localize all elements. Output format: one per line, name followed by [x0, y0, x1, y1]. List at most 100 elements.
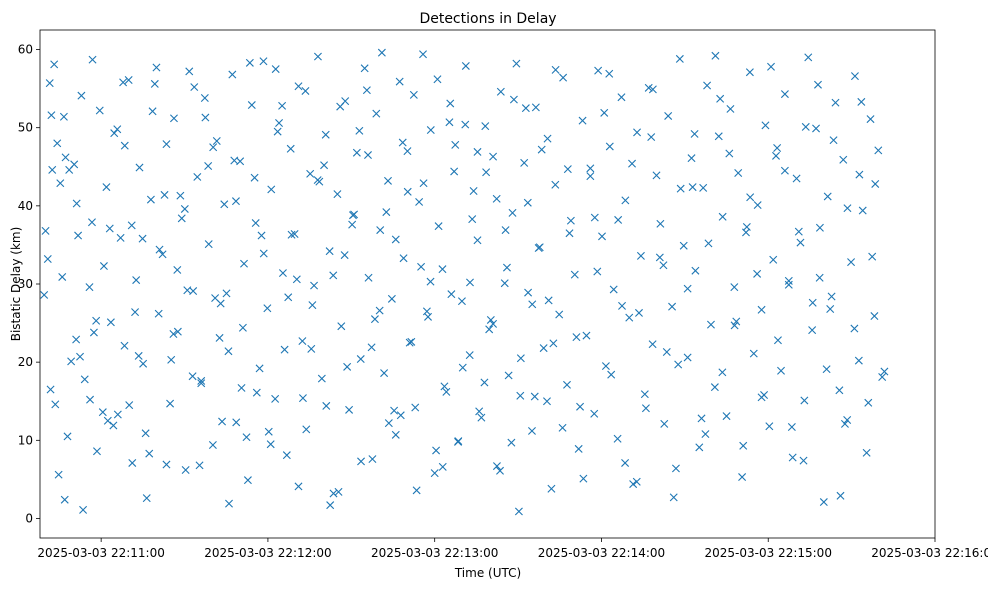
data-point — [527, 426, 536, 435]
data-point — [88, 55, 97, 64]
data-point — [362, 86, 371, 95]
data-point — [345, 405, 354, 414]
data-point — [204, 240, 213, 249]
data-point — [843, 415, 852, 424]
data-point — [275, 119, 284, 127]
data-point — [461, 61, 470, 70]
data-point — [773, 144, 782, 153]
data-point — [47, 111, 56, 120]
data-point — [706, 320, 715, 329]
data-point — [482, 168, 491, 177]
data-point — [40, 290, 49, 299]
data-point — [644, 83, 653, 92]
data-point — [523, 198, 532, 207]
data-point — [51, 400, 60, 409]
data-point — [95, 106, 104, 115]
data-point — [367, 343, 376, 352]
data-point — [804, 53, 813, 62]
data-point — [749, 349, 758, 358]
data-point — [578, 116, 587, 125]
data-point — [576, 402, 585, 411]
data-point — [787, 423, 796, 432]
data-point — [579, 474, 588, 483]
data-point — [691, 266, 700, 275]
data-point — [232, 418, 241, 427]
data-point — [412, 486, 421, 495]
data-point — [116, 233, 125, 242]
data-point — [284, 293, 293, 302]
data-point — [405, 338, 414, 347]
data-point — [784, 280, 793, 289]
data-point — [777, 366, 786, 375]
data-point — [403, 187, 412, 196]
data-point — [135, 163, 144, 172]
data-point — [551, 65, 560, 74]
data-point — [829, 136, 838, 145]
data-point — [788, 453, 797, 462]
data-point — [278, 269, 287, 278]
y-tick-label: 60 — [18, 43, 33, 57]
data-point — [738, 473, 747, 482]
data-point — [313, 176, 322, 185]
data-point — [86, 395, 95, 404]
data-point — [757, 393, 766, 402]
x-axis-ticks: 2025-03-03 22:11:00 2025-03-03 22:12:00 20… — [37, 538, 988, 560]
data-point — [565, 229, 574, 238]
data-point — [839, 155, 848, 164]
data-point — [238, 323, 247, 332]
data-point — [180, 204, 189, 213]
data-point — [59, 112, 68, 121]
data-point — [507, 438, 516, 447]
data-point — [209, 143, 218, 152]
data-point — [128, 458, 137, 467]
data-point — [780, 166, 789, 175]
data-point — [230, 156, 239, 165]
data-point — [119, 78, 128, 87]
data-point — [563, 165, 572, 174]
data-point — [808, 326, 817, 335]
data-point — [446, 99, 455, 108]
data-point — [334, 487, 343, 496]
data-point — [780, 90, 789, 99]
data-point — [628, 159, 637, 168]
data-point — [200, 94, 209, 102]
data-point — [855, 170, 864, 179]
data-point — [544, 296, 553, 305]
scatter-points — [40, 48, 889, 516]
data-point — [641, 404, 650, 413]
data-point — [329, 271, 338, 280]
data-point — [250, 173, 259, 182]
data-point — [267, 185, 276, 194]
data-point — [204, 161, 213, 170]
y-axis-ticks: 0 10 20 30 40 50 60 — [18, 43, 40, 525]
data-point — [496, 87, 505, 96]
x-tick-label: 2025-03-03 22:13:00 — [371, 546, 498, 560]
data-point — [521, 104, 530, 113]
data-point — [516, 354, 525, 363]
data-point — [177, 214, 186, 223]
data-point — [376, 226, 385, 235]
data-point — [669, 493, 678, 502]
data-point — [41, 226, 50, 235]
data-point — [307, 344, 316, 353]
data-point — [827, 292, 836, 301]
data-point — [632, 477, 641, 486]
data-point — [61, 153, 70, 162]
data-point — [231, 197, 240, 206]
data-point — [473, 236, 482, 245]
data-point — [340, 251, 349, 260]
data-point — [753, 201, 762, 210]
data-point — [868, 252, 877, 261]
data-point — [337, 322, 346, 331]
data-point — [155, 245, 164, 254]
data-point — [302, 425, 311, 434]
data-point — [466, 278, 474, 287]
data-point — [360, 64, 369, 73]
data-point — [325, 247, 334, 256]
data-point — [445, 118, 454, 127]
data-point — [480, 378, 489, 387]
data-point — [243, 476, 252, 485]
data-point — [46, 385, 55, 394]
data-point — [290, 229, 299, 238]
data-point — [154, 309, 163, 318]
